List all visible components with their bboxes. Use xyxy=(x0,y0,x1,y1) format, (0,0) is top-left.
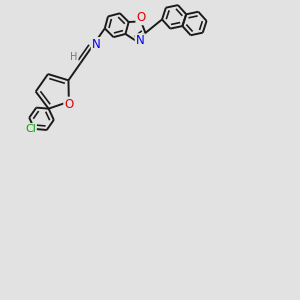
Text: O: O xyxy=(64,98,74,111)
Text: Cl: Cl xyxy=(25,124,36,134)
Text: N: N xyxy=(136,34,144,47)
Text: H: H xyxy=(70,52,78,62)
Text: O: O xyxy=(136,11,146,24)
Text: N: N xyxy=(92,38,100,51)
